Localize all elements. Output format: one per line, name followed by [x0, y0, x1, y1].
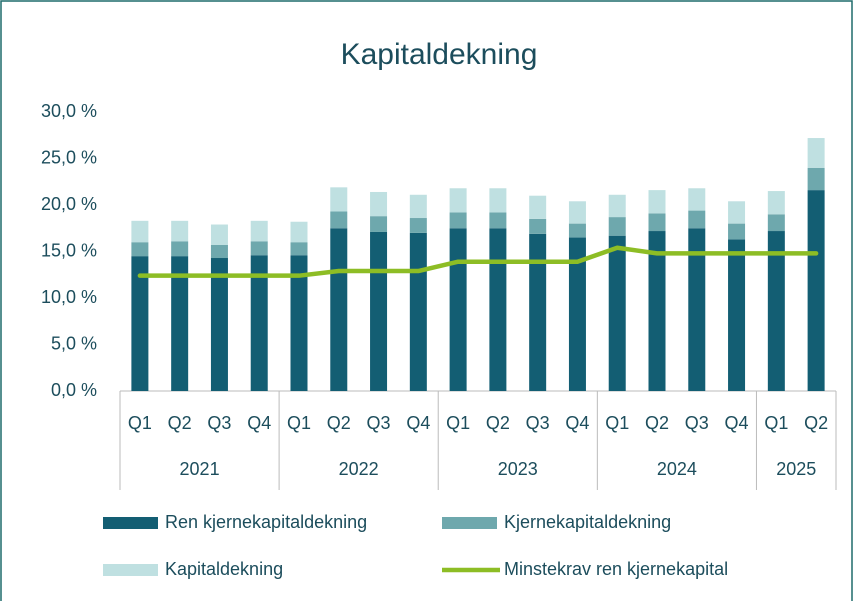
bar-segment: [131, 256, 149, 391]
bar-segment: [210, 258, 228, 391]
legend-swatch: [442, 517, 497, 529]
x-tick-label: Q1: [605, 413, 629, 433]
bar-segment: [767, 191, 785, 215]
bar-segment: [568, 223, 586, 238]
group-label: 2024: [657, 459, 697, 479]
legend-swatch: [103, 517, 158, 529]
bar-segment: [131, 220, 149, 243]
bar-segment: [171, 256, 189, 391]
bar-segment: [250, 255, 268, 391]
legend-label: Kapitaldekning: [165, 559, 283, 579]
x-tick-label: Q4: [565, 413, 589, 433]
bar-segment: [370, 231, 388, 391]
x-tick-label: Q2: [327, 413, 351, 433]
chart-title: Kapitaldekning: [341, 38, 538, 71]
x-tick-label: Q1: [128, 413, 152, 433]
bar-segment: [728, 223, 746, 240]
bar-segment: [529, 233, 547, 391]
y-tick-label: 5,0 %: [51, 333, 97, 353]
bar-segment: [688, 210, 706, 229]
x-tick-label: Q4: [406, 413, 430, 433]
bar-segment: [807, 167, 825, 191]
legend-label: Minstekrav ren kjernekapital: [504, 559, 728, 579]
y-tick-label: 30,0 %: [41, 101, 97, 121]
x-tick-label: Q4: [247, 413, 271, 433]
bar-segment: [250, 220, 268, 242]
x-tick-label: Q2: [486, 413, 510, 433]
bar-segment: [489, 228, 507, 391]
bar-segment: [529, 218, 547, 234]
bar-segment: [489, 212, 507, 229]
bar-segment: [210, 224, 228, 245]
x-tick-label: Q1: [287, 413, 311, 433]
x-tick-label: Q1: [446, 413, 470, 433]
group-label: 2022: [339, 459, 379, 479]
bar-segment: [330, 228, 348, 391]
bar-segment: [767, 214, 785, 232]
y-tick-label: 0,0 %: [51, 380, 97, 400]
bar-segment: [648, 190, 666, 214]
bar-segment: [608, 217, 626, 236]
bar-segment: [131, 242, 149, 257]
y-tick-label: 25,0 %: [41, 147, 97, 167]
bar-segment: [688, 188, 706, 211]
legend-label: Kjernekapitaldekning: [504, 512, 671, 532]
bar-segment: [210, 244, 228, 259]
bar-segment: [807, 190, 825, 391]
bar-segment: [409, 232, 427, 391]
legend-label: Ren kjernekapitaldekning: [165, 512, 367, 532]
bar-segment: [330, 187, 348, 212]
bar-segment: [409, 218, 427, 233]
bar-segment: [330, 211, 348, 229]
x-tick-label: Q3: [367, 413, 391, 433]
bar-segment: [568, 237, 586, 391]
bar-segment: [568, 201, 586, 224]
bar-segment: [529, 195, 547, 219]
line-series: [137, 245, 819, 278]
bar-segment: [290, 242, 308, 256]
x-tick-label: Q4: [725, 413, 749, 433]
bar-segment: [290, 221, 308, 243]
bar-segment: [648, 213, 666, 232]
bar-segment: [608, 194, 626, 218]
x-tick-label: Q3: [207, 413, 231, 433]
legend-swatch: [103, 564, 158, 576]
bar-segment: [370, 191, 388, 217]
bar-segment: [290, 255, 308, 391]
bar-segment: [608, 235, 626, 391]
bar-segment: [489, 188, 507, 213]
bar-segment: [370, 216, 388, 232]
bar-segment: [171, 220, 189, 242]
x-tick-label: Q2: [804, 413, 828, 433]
group-label: 2021: [180, 459, 220, 479]
y-tick-label: 10,0 %: [41, 287, 97, 307]
bar-segment: [728, 201, 746, 224]
bar-segment: [250, 241, 268, 256]
bar-segment: [449, 188, 467, 213]
bar-segment: [449, 212, 467, 229]
bar-segment: [807, 138, 825, 168]
group-label: 2025: [776, 459, 816, 479]
bar-segment: [767, 231, 785, 391]
x-tick-label: Q3: [526, 413, 550, 433]
bar-segment: [688, 228, 706, 391]
x-tick-label: Q2: [168, 413, 192, 433]
bar-segment: [449, 228, 467, 391]
bar-segment: [648, 231, 666, 391]
x-tick-label: Q1: [764, 413, 788, 433]
bar-segment: [409, 194, 427, 219]
group-label: 2023: [498, 459, 538, 479]
y-tick-label: 20,0 %: [41, 194, 97, 214]
bar-segment: [171, 241, 189, 257]
bar-segment: [728, 239, 746, 391]
y-tick-label: 15,0 %: [41, 240, 97, 260]
x-tick-label: Q2: [645, 413, 669, 433]
x-tick-label: Q3: [685, 413, 709, 433]
